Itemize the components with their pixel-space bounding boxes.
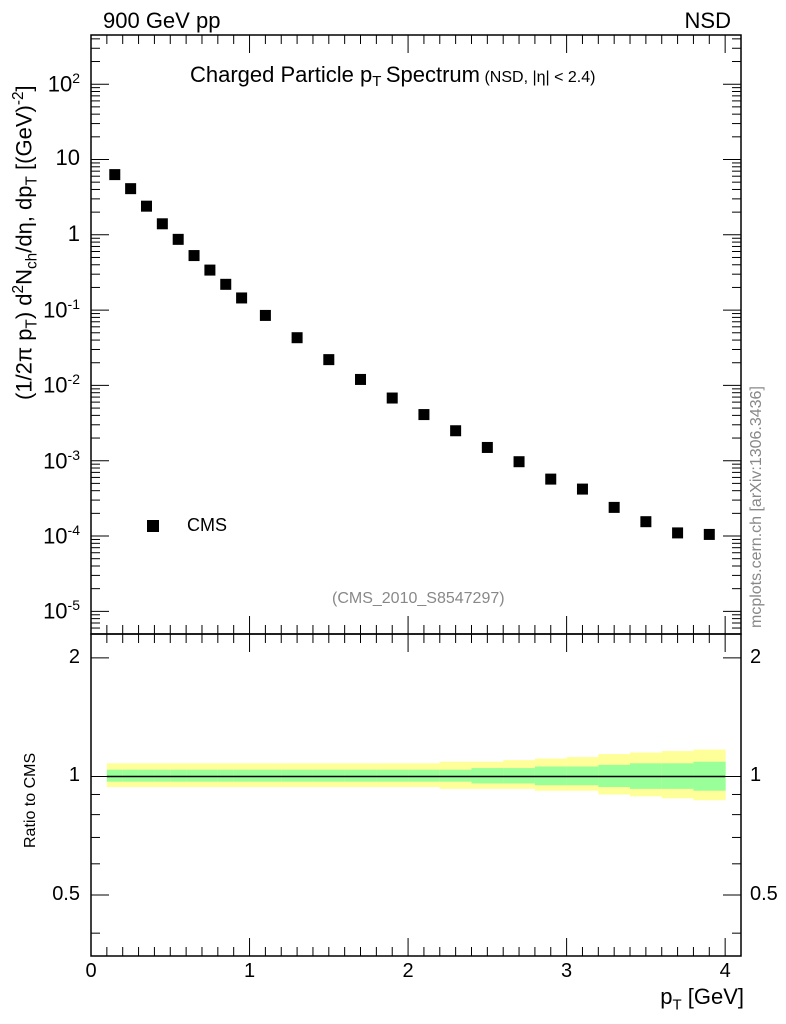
legend-label-cms: CMS: [187, 515, 227, 535]
ratio-y-axis-label: Ratio to CMS: [22, 752, 39, 848]
cms-point-14: [418, 409, 430, 421]
main-ytick-label-6: 10: [55, 145, 80, 171]
cms-point-2: [140, 200, 152, 212]
main-ytick-label-1: 10-4: [43, 522, 80, 549]
cms-point-19: [576, 483, 588, 495]
x-axis-label-subscript: T: [672, 996, 682, 1014]
x-axis-label-unit: [GeV]: [687, 984, 744, 1009]
cms-point-0: [109, 169, 121, 181]
chart-title-text: Charged Particle p: [190, 62, 373, 87]
analysis-watermark: (CMS_2010_S8547297): [332, 590, 505, 607]
xtick-label-2: 2: [402, 960, 414, 982]
cms-point-5: [188, 250, 200, 262]
cms-point-16: [481, 441, 493, 453]
main-ytick-label-3: 10-2: [43, 371, 80, 398]
chart-title-subscript: T: [372, 73, 382, 91]
chart-title: Charged Particle pT Spectrum (NSD, |η| <…: [190, 62, 595, 90]
ratio-uncertainty-bands: [106, 749, 726, 801]
ratio-ytick-label-left-1: 1: [68, 764, 80, 787]
main-ytick-label-5: 1: [67, 220, 80, 246]
cms-point-11: [323, 354, 335, 366]
cms-point-21: [640, 516, 652, 528]
cms-point-1: [125, 183, 137, 195]
cms-point-18: [545, 473, 557, 485]
ylabel-sub-t1: T: [23, 319, 41, 329]
cms-point-23: [703, 528, 715, 540]
cms-data-points: [109, 169, 715, 540]
xtick-label-0: 0: [85, 960, 97, 982]
ylabel-sup-m2: -2: [10, 91, 27, 106]
ratio-ytick-label-left-2: 2: [68, 645, 80, 668]
cms-point-3: [156, 218, 168, 230]
cms-point-22: [672, 527, 684, 539]
main-ytick-label-2: 10-3: [43, 446, 80, 474]
ratio-axis-ticks: [90, 634, 741, 956]
side-credit: mcplots.cern.ch [arXiv:1306.3436]: [748, 386, 765, 628]
cms-point-15: [450, 425, 462, 437]
chart-title-qualifier: (NSD, |η| < 2.4): [484, 69, 596, 86]
main-plot-frame: [90, 34, 742, 635]
ylabel-sub-t2: T: [23, 176, 41, 186]
header-right-label: NSD: [684, 8, 731, 33]
chart-title-word: Spectrum: [385, 62, 480, 87]
ratio-ytick-label-left-0: 0.5: [52, 882, 80, 905]
cms-point-7: [220, 278, 232, 290]
xtick-label-4: 4: [719, 960, 731, 982]
x-axis-label-text: p: [660, 984, 673, 1009]
cms-point-13: [386, 392, 398, 404]
legend-marker-cms: [147, 520, 159, 532]
cms-point-4: [172, 233, 184, 245]
cms-point-20: [608, 501, 620, 513]
ratio-ytick-label-right-2: 2: [750, 645, 762, 668]
cms-point-9: [259, 309, 271, 321]
cms-point-6: [204, 264, 216, 276]
cms-point-17: [513, 456, 525, 468]
ratio-ytick-label-right-0: 0.5: [750, 882, 778, 905]
main-ytick-label-7: 102: [47, 70, 80, 97]
ylabel-sub-ch: ch: [23, 252, 41, 270]
cms-point-12: [355, 373, 367, 385]
x-axis-label: pT [GeV]: [660, 984, 744, 1013]
ylabel-sup-2: 2: [10, 284, 27, 294]
cms-point-10: [291, 332, 303, 344]
main-axis-ticks: [90, 35, 741, 634]
xtick-label-3: 3: [561, 960, 573, 982]
cms-point-8: [236, 292, 248, 304]
header-left-label: 900 GeV pp: [103, 8, 221, 33]
xtick-label-1: 1: [243, 960, 256, 982]
main-ytick-label-0: 10-5: [43, 597, 80, 624]
ratio-ytick-label-right-1: 1: [750, 764, 762, 787]
main-y-axis-label: (1/2π pT) d2Nch/dη, dpT [(GeV)-2]: [10, 85, 41, 400]
main-ytick-label-4: 10-1: [43, 296, 80, 323]
ratio-plot-frame: [90, 633, 742, 957]
